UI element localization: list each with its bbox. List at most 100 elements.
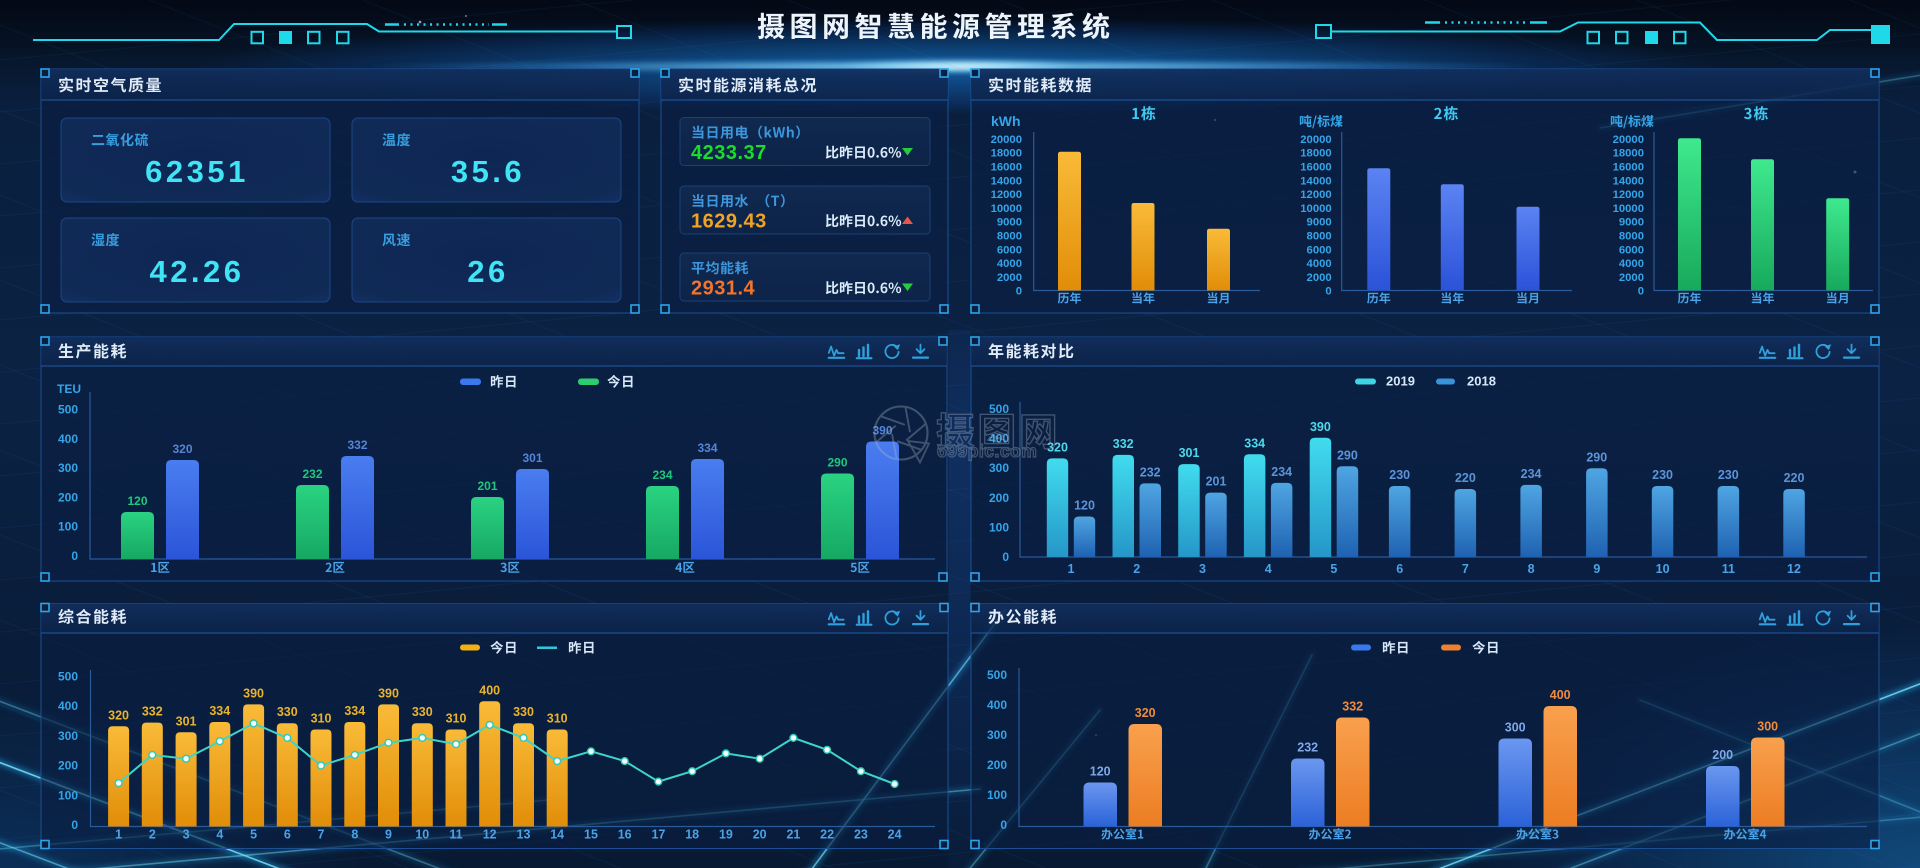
svg-text:20000: 20000 [1613,134,1644,146]
svg-text:9000: 9000 [1307,217,1332,229]
svg-text:10000: 10000 [1613,203,1644,215]
svg-text:500: 500 [987,668,1007,682]
svg-text:330: 330 [412,705,433,719]
svg-text:12000: 12000 [1300,189,1331,201]
svg-text:120: 120 [1074,499,1095,513]
svg-text:400: 400 [1550,688,1571,702]
svg-text:16: 16 [618,828,632,842]
svg-text:kWh: kWh [991,113,1021,129]
svg-text:390: 390 [378,686,399,700]
svg-text:20000: 20000 [991,134,1022,146]
svg-text:42.26: 42.26 [149,254,244,289]
svg-text:310: 310 [446,712,467,726]
svg-text:334: 334 [1244,436,1265,450]
svg-text:0: 0 [71,549,78,563]
svg-text:290: 290 [827,456,847,470]
svg-text:5: 5 [1330,562,1337,576]
svg-text:390: 390 [872,424,892,438]
svg-text:699pic.com: 699pic.com [937,441,1037,461]
svg-text:14000: 14000 [1300,175,1331,187]
svg-text:100: 100 [58,520,78,534]
svg-text:19: 19 [719,828,733,842]
svg-text:334: 334 [697,441,717,455]
svg-text:8: 8 [1528,562,1535,576]
svg-text:232: 232 [1297,741,1318,755]
svg-text:310: 310 [311,712,332,726]
svg-text:20000: 20000 [1300,134,1331,146]
svg-text:TEU: TEU [57,382,81,396]
svg-text:9: 9 [385,828,392,842]
svg-text:301: 301 [522,451,542,465]
svg-text:0: 0 [71,818,78,832]
svg-text:300: 300 [987,728,1007,742]
svg-text:4000: 4000 [1619,258,1644,270]
svg-text:230: 230 [1652,468,1673,482]
svg-text:1: 1 [115,828,122,842]
svg-text:200: 200 [989,491,1009,505]
svg-text:220: 220 [1784,471,1805,485]
svg-text:0: 0 [1638,286,1644,298]
svg-text:0: 0 [1016,286,1022,298]
svg-text:100: 100 [989,520,1009,534]
svg-text:18000: 18000 [1613,148,1644,160]
svg-text:234: 234 [1521,467,1542,481]
svg-text:11: 11 [449,828,462,842]
svg-text:234: 234 [652,468,672,482]
svg-text:16000: 16000 [1300,162,1331,174]
svg-text:332: 332 [347,438,367,452]
svg-text:1629.43: 1629.43 [691,211,767,233]
svg-text:11: 11 [1722,562,1735,576]
svg-text:500: 500 [58,669,78,683]
svg-text:334: 334 [344,704,365,718]
svg-text:300: 300 [1757,720,1778,734]
svg-text:6000: 6000 [1619,244,1644,256]
svg-text:14: 14 [550,828,564,842]
svg-text:8000: 8000 [1619,231,1644,243]
svg-text:500: 500 [58,403,78,417]
svg-text:16000: 16000 [1613,162,1644,174]
svg-text:7: 7 [318,828,325,842]
svg-text:200: 200 [58,490,78,504]
svg-text:4000: 4000 [1307,258,1332,270]
svg-text:332: 332 [1113,437,1134,451]
svg-text:14000: 14000 [991,175,1022,187]
svg-text:21: 21 [786,828,800,842]
svg-text:9000: 9000 [1619,217,1644,229]
svg-text:100: 100 [987,788,1007,802]
svg-text:390: 390 [1310,420,1331,434]
svg-text:2000: 2000 [997,272,1022,284]
svg-text:2000: 2000 [1619,272,1644,284]
svg-text:12: 12 [1787,562,1801,576]
svg-text:234: 234 [1271,465,1292,479]
svg-text:2019: 2019 [1386,374,1415,389]
svg-text:10000: 10000 [991,203,1022,215]
svg-text:14000: 14000 [1613,175,1644,187]
svg-text:300: 300 [58,461,78,475]
svg-text:12000: 12000 [991,189,1022,201]
svg-text:7: 7 [1462,562,1469,576]
svg-text:6000: 6000 [997,244,1022,256]
svg-text:100: 100 [58,788,78,802]
svg-text:300: 300 [989,461,1009,475]
svg-text:5: 5 [250,828,257,842]
svg-text:0: 0 [1000,818,1007,832]
svg-text:4000: 4000 [997,258,1022,270]
svg-text:0: 0 [1002,550,1009,564]
svg-text:2: 2 [149,828,156,842]
svg-text:10000: 10000 [1300,203,1331,215]
svg-text:230: 230 [1718,468,1739,482]
svg-text:500: 500 [989,402,1009,416]
svg-text:2018: 2018 [1467,374,1496,389]
svg-text:320: 320 [172,442,192,456]
svg-text:6: 6 [1396,562,1403,576]
svg-text:3: 3 [183,828,190,842]
svg-text:0: 0 [1325,286,1331,298]
svg-text:4: 4 [1265,562,1272,576]
svg-text:320: 320 [108,708,129,722]
svg-text:320: 320 [1047,440,1068,454]
svg-text:390: 390 [243,686,264,700]
svg-text:62351: 62351 [145,154,249,189]
svg-text:18000: 18000 [991,148,1022,160]
svg-text:230: 230 [1389,468,1410,482]
svg-text:2000: 2000 [1307,272,1332,284]
